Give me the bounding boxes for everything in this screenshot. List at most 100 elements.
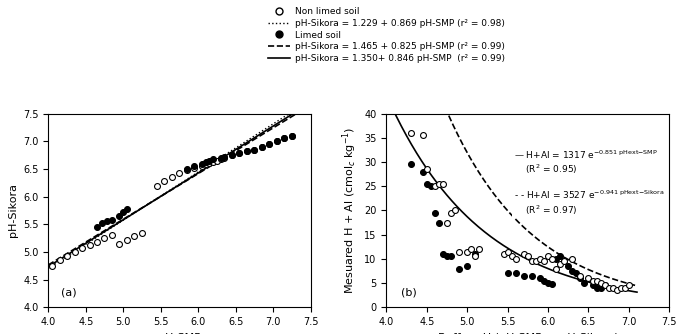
Point: [462, 249, 473, 254]
Point: [546, 281, 558, 287]
Point: [166, 175, 177, 180]
Point: [204, 161, 215, 166]
Point: [200, 162, 211, 167]
Point: [566, 256, 578, 262]
Point: [615, 285, 627, 291]
Y-axis label: pH-Sikora: pH-Sikora: [8, 183, 17, 237]
Point: [61, 254, 72, 259]
Point: [189, 165, 200, 170]
Text: (a): (a): [61, 288, 77, 298]
Legend: Non limed soil, pH-Sikora = 1.229 + 0.869 pH-SMP (r² = 0.98), Limed soil, pH-Sik: Non limed soil, pH-Sikora = 1.229 + 0.86…: [265, 5, 508, 66]
Point: [429, 210, 440, 215]
Point: [510, 256, 521, 262]
Y-axis label: Mesuared H + Al (cmol$_c$ kg$^{-1}$): Mesuared H + Al (cmol$_c$ kg$^{-1}$): [340, 127, 359, 294]
Point: [531, 259, 542, 264]
Point: [114, 241, 125, 246]
Point: [226, 152, 237, 158]
Point: [197, 162, 208, 167]
Point: [542, 280, 553, 286]
Point: [566, 268, 578, 274]
Point: [118, 209, 129, 215]
Point: [437, 251, 448, 257]
Point: [506, 254, 518, 259]
Point: [587, 283, 598, 288]
Point: [559, 259, 570, 264]
Point: [453, 249, 464, 254]
Point: [189, 163, 200, 169]
Point: [518, 273, 529, 279]
Point: [271, 139, 282, 144]
Point: [286, 133, 297, 138]
Point: [208, 160, 219, 165]
Point: [526, 273, 538, 279]
Point: [571, 271, 582, 276]
Point: [256, 144, 267, 149]
Point: [502, 249, 513, 254]
Point: [215, 155, 226, 161]
Point: [106, 233, 117, 238]
Point: [279, 136, 290, 141]
Point: [559, 259, 570, 264]
Point: [470, 251, 481, 257]
Point: [264, 141, 275, 147]
Point: [546, 256, 558, 262]
Point: [583, 276, 594, 281]
Point: [422, 167, 433, 172]
Point: [121, 237, 132, 242]
Point: [433, 181, 444, 186]
Point: [241, 149, 253, 154]
Point: [474, 246, 485, 252]
Point: [99, 235, 110, 241]
Point: [174, 171, 185, 176]
Point: [69, 249, 80, 255]
Point: [526, 259, 538, 264]
Point: [599, 283, 610, 288]
Point: [510, 271, 521, 276]
Point: [620, 285, 631, 291]
Point: [575, 273, 586, 279]
Point: [234, 151, 245, 156]
Point: [219, 154, 230, 159]
Point: [181, 166, 193, 172]
Point: [542, 254, 553, 259]
Point: [422, 181, 433, 186]
Point: [181, 167, 193, 173]
Point: [522, 254, 533, 259]
Point: [462, 264, 473, 269]
Point: [429, 183, 440, 189]
Point: [417, 169, 428, 174]
Point: [453, 266, 464, 271]
X-axis label: Buffer pH (pH-SMP or pH-Sikora): Buffer pH (pH-SMP or pH-Sikora): [437, 333, 618, 334]
Point: [121, 206, 132, 211]
Point: [538, 278, 549, 283]
Point: [204, 158, 215, 163]
Point: [417, 133, 428, 138]
Point: [101, 219, 112, 224]
X-axis label: pH-SMP: pH-SMP: [158, 333, 201, 334]
Point: [256, 144, 267, 149]
Point: [215, 156, 226, 162]
Point: [241, 149, 253, 154]
Point: [595, 285, 606, 291]
Point: [84, 242, 95, 248]
Point: [518, 251, 529, 257]
Point: [595, 280, 606, 286]
Point: [405, 130, 416, 136]
Point: [599, 283, 610, 288]
Point: [92, 239, 103, 244]
Point: [470, 254, 481, 259]
Point: [563, 264, 574, 269]
Point: [446, 210, 457, 215]
Point: [575, 276, 586, 281]
Point: [286, 133, 297, 138]
Point: [591, 278, 602, 283]
Point: [197, 163, 208, 169]
Point: [97, 220, 108, 226]
Point: [551, 256, 562, 262]
Point: [46, 263, 57, 269]
Point: [249, 147, 260, 152]
Point: [114, 213, 125, 219]
Point: [200, 160, 211, 165]
Point: [466, 246, 477, 252]
Point: [587, 278, 598, 283]
